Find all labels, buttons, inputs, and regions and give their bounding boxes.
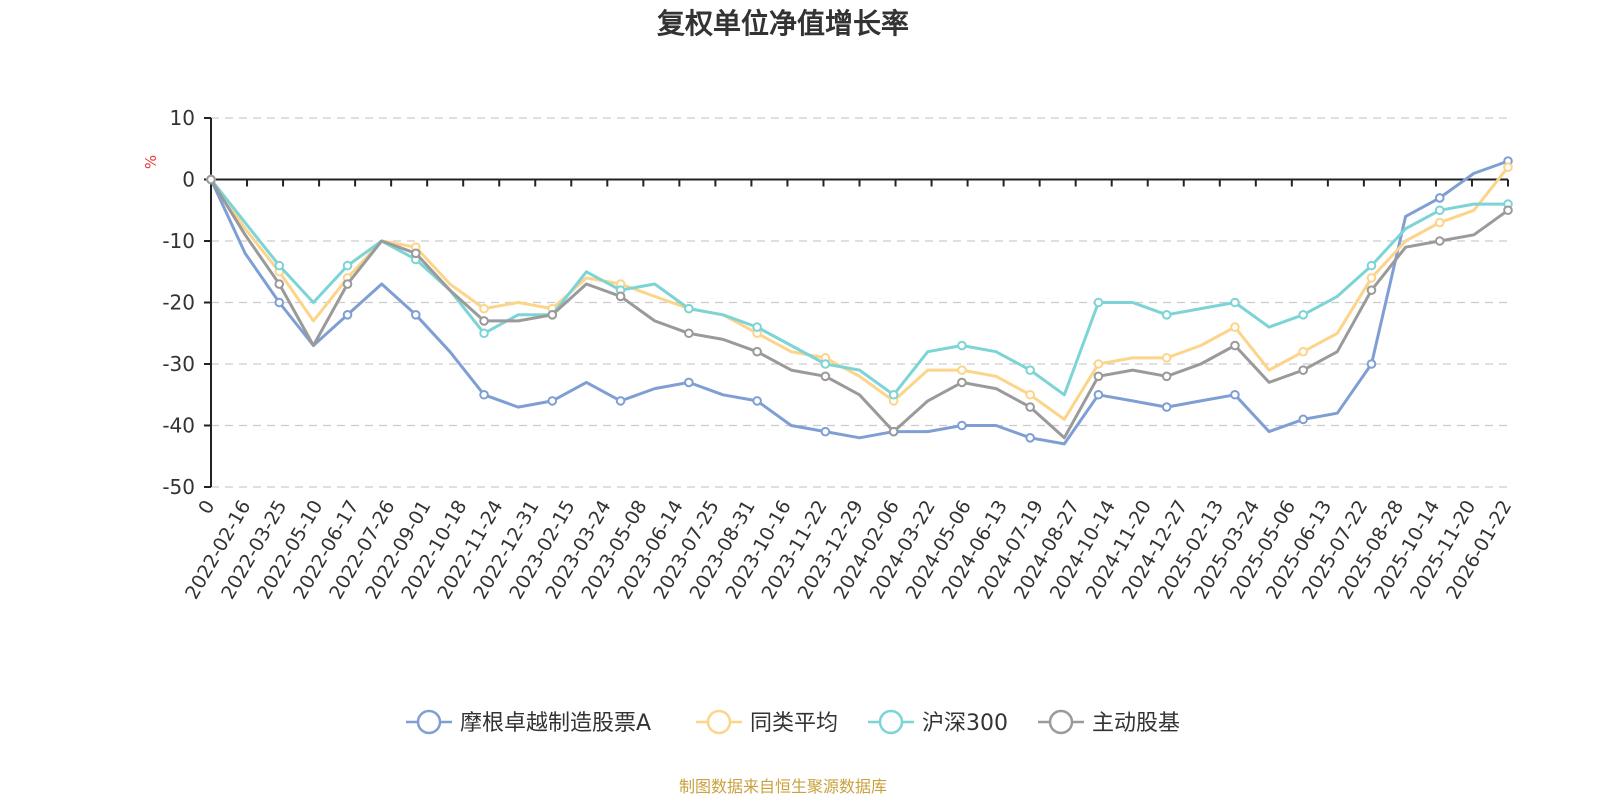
data-point[interactable] [752,322,762,332]
data-point[interactable] [274,260,285,271]
data-point[interactable] [1503,205,1513,216]
data-point[interactable] [1366,285,1377,296]
data-point[interactable] [1161,310,1172,320]
data-point[interactable] [1298,365,1309,375]
legend-item[interactable]: 摩根卓越制造股票A [406,709,651,736]
source-note: 制图数据来自恒生聚源数据库 [679,777,887,796]
data-point[interactable] [1366,359,1377,369]
data-point[interactable] [547,396,558,406]
series-0 [206,156,1513,446]
data-point[interactable] [1434,217,1445,228]
data-point[interactable] [1093,359,1104,369]
data-point[interactable] [1161,353,1172,363]
data-point[interactable] [615,291,626,302]
series-line[interactable] [209,159,1509,446]
data-point[interactable] [1366,273,1377,283]
data-point[interactable] [1093,371,1104,382]
data-point[interactable] [274,297,285,308]
y-tick-label: -10 [162,229,195,253]
series-2 [206,174,1513,400]
legend-swatch-marker [1048,709,1074,735]
data-point[interactable] [752,396,762,406]
data-point[interactable] [820,426,831,437]
data-point[interactable] [1025,433,1035,443]
data-point[interactable] [342,310,353,320]
legend-label: 主动股基 [1092,711,1180,736]
series-line[interactable] [209,178,1509,440]
data-point[interactable] [479,328,489,339]
data-point[interactable] [1230,389,1240,400]
data-point[interactable] [1298,310,1309,320]
series-lines [206,156,1513,446]
y-tick-label: 10 [170,106,195,130]
data-point[interactable] [820,359,831,369]
legend-label: 同类平均 [750,711,838,736]
data-point[interactable] [274,279,285,289]
legend-label: 摩根卓越制造股票A [460,711,651,736]
grid-lines [211,117,1508,488]
data-point[interactable] [1025,402,1035,412]
data-point[interactable] [615,396,626,406]
data-point[interactable] [1025,389,1035,400]
chart-title: 复权单位净值增长率 [657,7,909,40]
data-point[interactable] [888,426,899,437]
data-point[interactable] [1161,371,1172,382]
data-point[interactable] [820,371,831,382]
axes: 100-10-20-30-40-5002022-02-162022-03-252… [162,106,1516,603]
data-point[interactable] [1366,260,1377,271]
series-3 [206,174,1513,440]
legend-swatch-marker [878,709,904,735]
legend-swatch-marker [706,709,732,735]
data-point[interactable] [957,377,967,388]
data-point[interactable] [479,389,489,400]
data-point[interactable] [547,310,558,320]
data-point[interactable] [1434,236,1445,246]
data-point[interactable] [410,248,421,259]
legend-item[interactable]: 沪深300 [868,709,1008,736]
data-point[interactable] [752,346,762,357]
data-point[interactable] [1434,193,1445,203]
legend: 摩根卓越制造股票A 同类平均 沪深300 主动股基 [406,709,1180,736]
series-1 [206,162,1513,421]
data-point[interactable] [1161,402,1172,412]
y-tick-label: -40 [162,414,195,438]
data-point[interactable] [342,260,353,271]
data-point[interactable] [957,365,967,375]
data-point[interactable] [479,316,489,326]
data-point[interactable] [1298,346,1309,357]
data-point[interactable] [342,279,353,289]
y-tick-label: -20 [162,291,195,315]
x-tick-label: 0 [194,497,219,518]
data-point[interactable] [684,328,694,339]
legend-item[interactable]: 同类平均 [696,709,838,736]
data-point[interactable] [1230,322,1240,332]
data-point[interactable] [1298,414,1309,425]
data-point[interactable] [684,377,694,388]
data-point[interactable] [888,389,899,400]
y-tick-label: -30 [162,352,195,376]
data-point[interactable] [206,174,216,185]
data-point[interactable] [1093,389,1104,400]
legend-swatch-marker [416,709,442,735]
series-line[interactable] [209,166,1510,421]
data-point[interactable] [410,310,421,320]
data-point[interactable] [1230,340,1240,351]
data-point[interactable] [479,303,489,314]
legend-item[interactable]: 主动股基 [1038,709,1180,736]
data-point[interactable] [1503,162,1513,172]
y-axis-unit-label: % [142,155,160,169]
legend-label: 沪深300 [922,711,1008,736]
data-point[interactable] [1093,297,1104,308]
y-tick-label: 0 [182,168,195,192]
data-point[interactable] [1025,365,1035,375]
data-point[interactable] [1230,297,1240,308]
data-point[interactable] [1434,205,1445,216]
data-point[interactable] [957,420,967,431]
data-point[interactable] [684,303,694,314]
y-tick-label: -50 [162,475,195,499]
series-line[interactable] [209,178,1508,397]
data-point[interactable] [957,340,967,351]
